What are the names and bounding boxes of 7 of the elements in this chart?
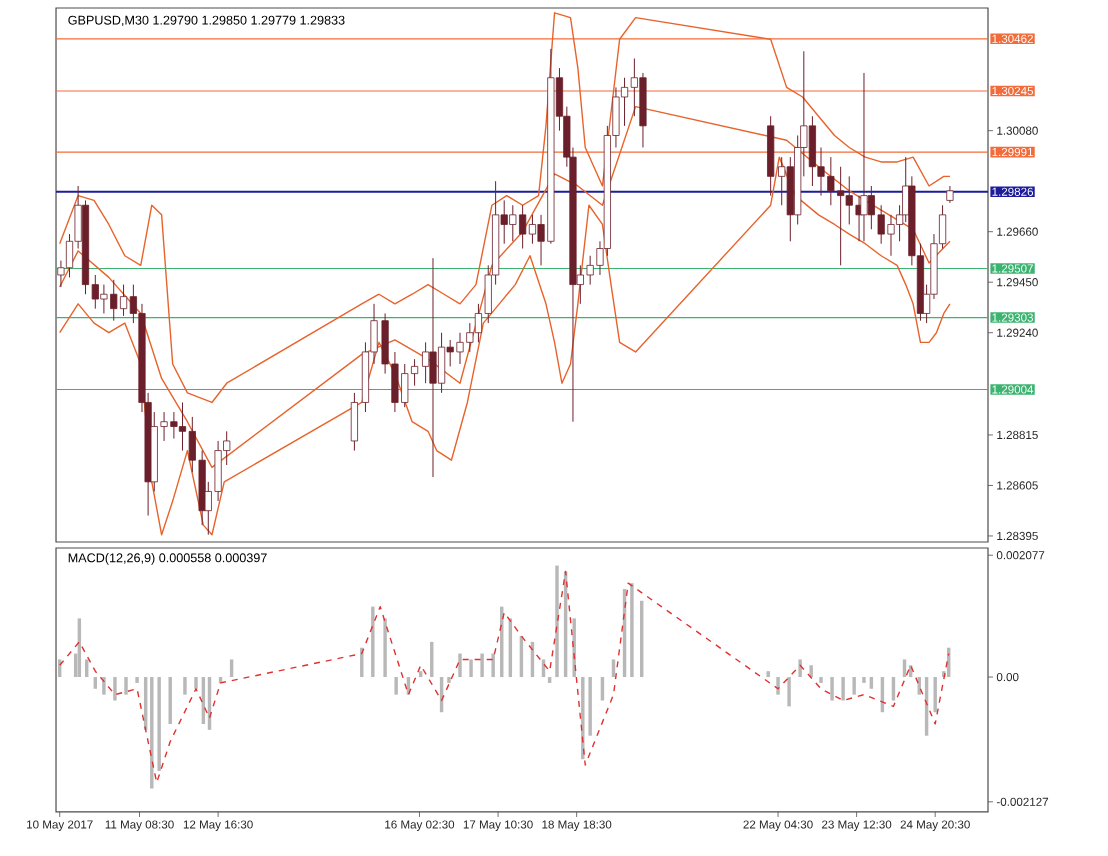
line-series bbox=[59, 570, 950, 784]
candlestick bbox=[422, 341, 430, 384]
candlestick bbox=[350, 392, 358, 452]
candlestick bbox=[845, 175, 853, 225]
candlestick bbox=[429, 257, 437, 478]
candlestick bbox=[437, 332, 446, 394]
candlestick bbox=[860, 72, 868, 242]
